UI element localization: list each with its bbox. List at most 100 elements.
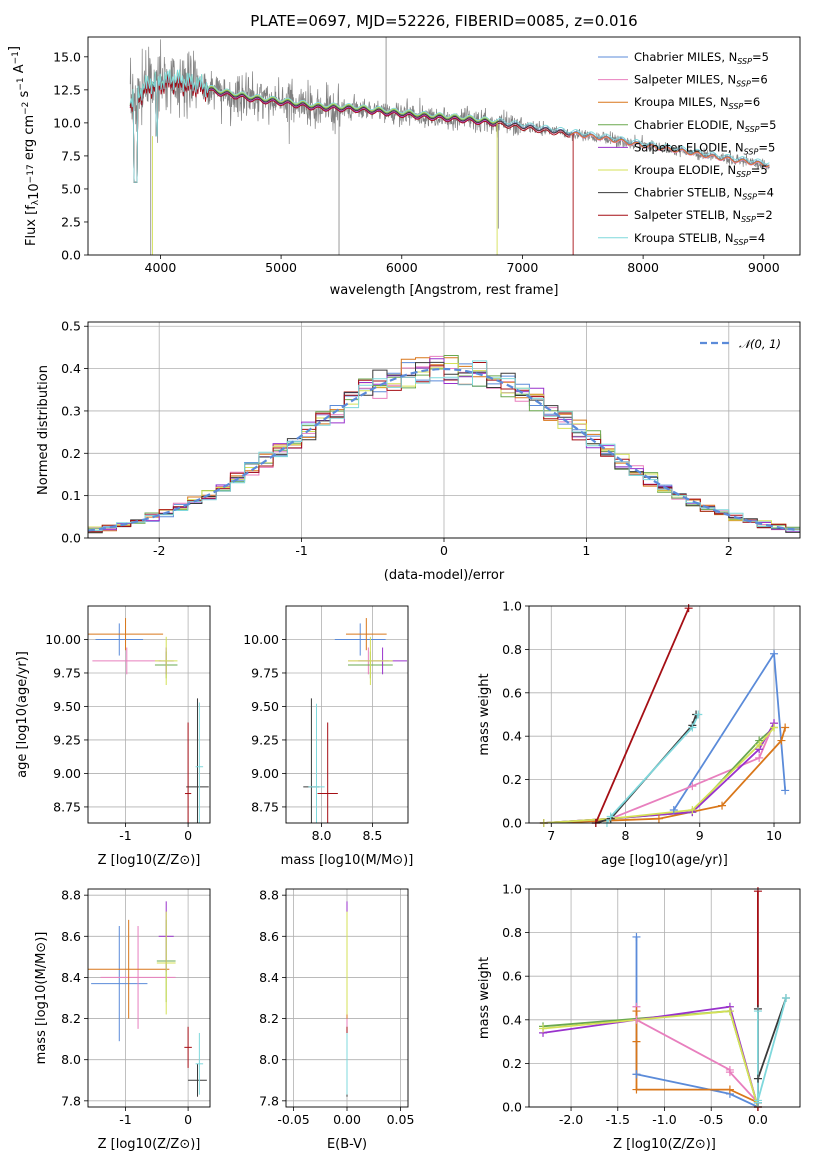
y-tick-label: 10.00 (243, 632, 279, 647)
weight-marker-kroupa_elodie (755, 740, 764, 749)
normal-curve (88, 367, 798, 532)
y-tick-label: 8.75 (251, 799, 279, 814)
x-axis-label: wavelength [Angstrom, rest frame] (330, 283, 559, 298)
axes-frame (87, 321, 801, 539)
y-tick-label: 8.75 (53, 799, 81, 814)
y-axis-label: mass weight (477, 673, 492, 755)
y-tick-label: 1.0 (502, 882, 522, 897)
legend-text: Chabrier STELIB, N (634, 186, 742, 200)
weight-marker-salpeter_miles (755, 753, 764, 762)
axes-frame (285, 605, 409, 824)
y-axis-label-part: −1 (11, 51, 21, 64)
x-tick-label: 9 (696, 828, 704, 843)
y-tick-label: 0.2 (502, 772, 522, 787)
weight-marker-kroupa_miles (632, 1037, 641, 1046)
y-tick-label: 0.0 (61, 248, 81, 263)
y-tick-label: 0.6 (502, 685, 522, 700)
legend-label-salpeter_stelib: Salpeter STELIB, NSSP=2 (634, 208, 773, 224)
weight-marker-salpeter_stelib (753, 887, 762, 896)
legend-text: Salpeter ELODIE, N (634, 140, 744, 154)
plot-area-mass_vs_Z (88, 901, 207, 1097)
point-kroupa_miles (345, 618, 387, 651)
model-salpeter_miles-line (129, 72, 770, 183)
legend-subscript: SSP (736, 80, 751, 89)
y-tick-label: 0.3 (61, 403, 81, 418)
x-tick-label: -2.0 (559, 1112, 583, 1127)
legend-label-salpeter_elodie: Salpeter ELODIE, NSSP=5 (634, 140, 775, 156)
weight-marker-chabrier_miles (770, 649, 779, 658)
x-axis-label: E(B-V) (327, 1137, 367, 1152)
chart-title: PLATE=0697, MJD=52226, FIBERID=0085, z=0… (250, 12, 637, 30)
model-chabrier_miles-line (129, 71, 770, 183)
x-tick-label: 5000 (265, 260, 297, 275)
point-kroupa_stelib (308, 703, 325, 823)
weight-marker-kroupa_stelib (753, 1007, 762, 1016)
x-tick-label: -0.5 (699, 1112, 723, 1127)
weight-marker-kroupa_stelib (781, 994, 790, 1002)
plot-area-age_vs_mass (303, 618, 407, 823)
weight-marker-kroupa_stelib (753, 1096, 762, 1105)
weight-line-kroupa_elodie (543, 726, 775, 823)
x-tick-label: 8 (622, 828, 630, 843)
x-tick-label: 4000 (145, 260, 177, 275)
plot-area-weight_vs_age (543, 607, 787, 823)
weight-marker-kroupa_elodie (770, 723, 779, 732)
y-axis-label-part: ] (7, 46, 22, 51)
y-tick-label: 9.00 (53, 766, 81, 781)
model-kroupa_stelib-line (129, 69, 770, 183)
y-axis-label: mass [log10(M/M⊙)] (34, 932, 49, 1065)
y-tick-label: 0.0 (502, 816, 522, 831)
y-tick-label: 0.4 (502, 729, 522, 744)
x-tick-label: 0 (184, 828, 192, 843)
y-tick-label: 12.5 (53, 82, 81, 97)
panel-mass_vs_ebv: -0.05 0.00 0.05 7.8 8.0 8.2 8.4 8.6 8.8 E(B-V) (259, 888, 414, 1152)
point-salpeter_stelib (184, 1026, 192, 1068)
weight-line-salpeter_stelib (594, 607, 690, 823)
x-tick-label: 8000 (627, 260, 659, 275)
point-kroupa_stelib (195, 1032, 204, 1095)
legend-subscript: SSP (744, 147, 759, 156)
x-tick-label: 0.00 (333, 1112, 361, 1127)
y-axis-label: Normed distribution (36, 365, 51, 495)
x-tick-label: 0.0 (748, 1112, 768, 1127)
legend-subscript: SSP (729, 102, 744, 111)
legend-subscript: SSP (736, 170, 751, 179)
x-tick-label: -1 (119, 828, 131, 843)
point-salpeter_stelib (317, 722, 338, 823)
weight-marker-kroupa_miles (718, 801, 727, 810)
legend-text: =2 (756, 208, 773, 222)
y-axis-label-part: erg cm (22, 115, 37, 164)
y-tick-label: 8.8 (259, 888, 279, 903)
point-kroupa_miles (88, 618, 164, 651)
x-axis-label: Z [log10(Z/Z⊙)] (613, 1137, 716, 1152)
axes-frame (528, 888, 801, 1108)
y-tick-label: 9.75 (53, 665, 81, 680)
x-tick-label: 0 (440, 543, 448, 558)
x-tick-label: -1.5 (606, 1112, 630, 1127)
legend-label-chabrier_miles: Chabrier MILES, NSSP=5 (634, 50, 769, 66)
y-tick-label: 9.25 (53, 732, 81, 747)
weight-line-kroupa_stelib (606, 714, 700, 823)
legend-subscript: SSP (742, 193, 757, 202)
panel-residuals: -2 -1 0 1 2 0.0 0.1 0.2 0.3 0.4 0.5 (data-model)/er… (36, 319, 801, 583)
legend-label-kroupa_elodie: Kroupa ELODIE, NSSP=5 (634, 163, 768, 179)
legend-text: =5 (760, 118, 777, 132)
weight-marker-kroupa_miles (777, 736, 786, 745)
legend-text: Kroupa STELIB, N (634, 231, 734, 245)
y-tick-label: 9.00 (251, 766, 279, 781)
x-tick-label: 8.0 (312, 828, 332, 843)
plot-area-residuals (88, 355, 800, 534)
y-tick-label: 8.0 (61, 1052, 81, 1067)
y-tick-label: 0.5 (61, 319, 81, 334)
point-chabrier_miles (95, 623, 144, 656)
y-tick-label: 9.50 (251, 699, 279, 714)
y-axis-label-part: −2 (21, 102, 31, 115)
x-tick-label: -1 (119, 1112, 131, 1127)
y-tick-label: 1.0 (502, 599, 522, 614)
y-axis-label-part: −17 (26, 164, 36, 183)
x-tick-label: 2 (725, 543, 733, 558)
legend-text: Salpeter STELIB, N (634, 208, 741, 222)
weight-marker-kroupa_stelib (606, 812, 615, 821)
panel-mass_vs_Z: -1 0 7.8 8.0 8.2 8.4 8.6 8.8 Z [log10(Z/Z⊙)] mass… (34, 888, 211, 1152)
